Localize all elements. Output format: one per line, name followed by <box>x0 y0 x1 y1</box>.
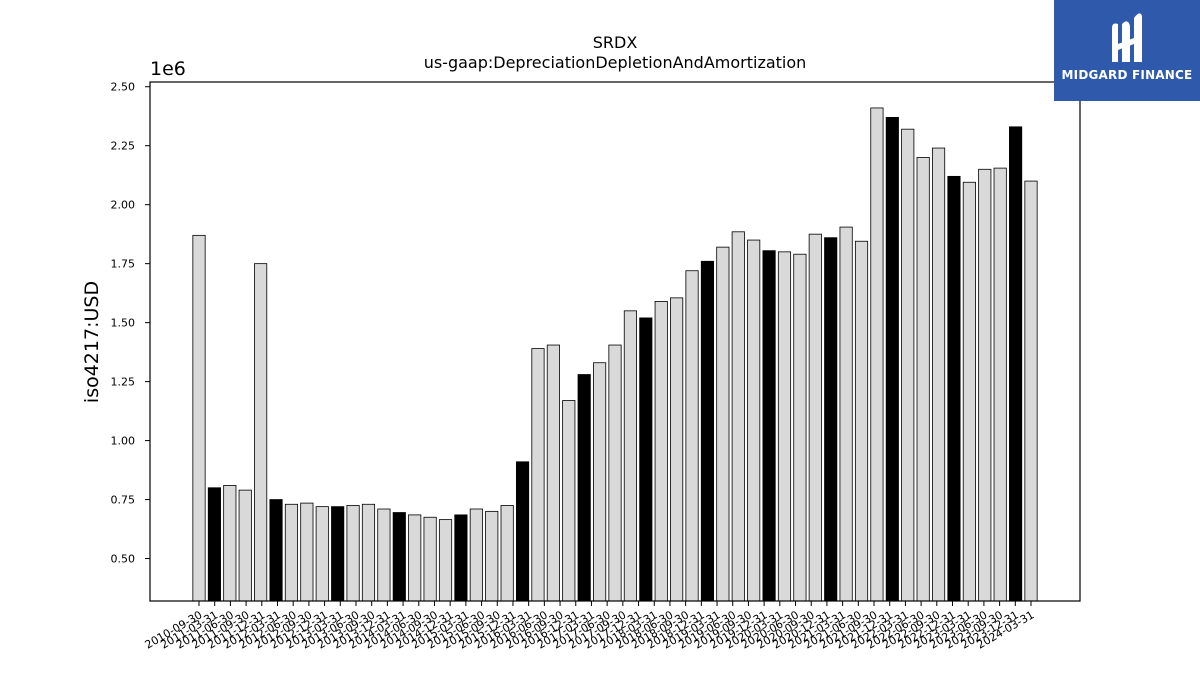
bar <box>515 461 530 602</box>
y-tick-label: 1.25 <box>111 376 136 389</box>
bar <box>824 237 838 602</box>
bar <box>346 505 360 602</box>
bar <box>700 260 715 602</box>
bar <box>901 128 915 602</box>
y-tick-label: 1.50 <box>111 317 136 330</box>
bar <box>793 253 807 602</box>
y-tick-label: 0.50 <box>111 553 136 566</box>
bar <box>392 512 406 602</box>
bar <box>331 506 345 602</box>
bar-series <box>192 107 1038 602</box>
chart-subtitle: us-gaap:DepreciationDepletionAndAmortiza… <box>424 53 807 72</box>
bar <box>485 510 499 602</box>
bar <box>670 297 684 602</box>
x-axis-ticks: 2010-09-302011-03-312011-06-302011-09-30… <box>143 601 1037 652</box>
bar <box>639 317 653 602</box>
bar <box>854 240 869 602</box>
bar <box>361 503 376 602</box>
bar <box>1009 126 1023 602</box>
midgard-finance-logo: MIDGARD FINANCE <box>1054 0 1200 101</box>
y-tick-label: 1.75 <box>111 258 136 271</box>
bar <box>238 489 252 602</box>
bar <box>777 251 792 602</box>
y-tick-label: 2.50 <box>111 81 136 94</box>
bar <box>300 502 314 602</box>
y-axis-offset-label: 1e6 <box>150 58 186 80</box>
bar <box>207 487 221 602</box>
bar <box>654 300 668 602</box>
bar <box>993 167 1007 602</box>
bar <box>546 344 560 602</box>
bar <box>192 234 206 602</box>
bar <box>531 348 545 602</box>
bar <box>315 506 329 602</box>
bar <box>623 310 637 602</box>
bar <box>223 484 237 602</box>
bar <box>284 503 299 602</box>
y-axis-ticks: 0.50 0.75 1.00 1.25 1.50 1.75 2.00 2.25 2.50 <box>111 81 150 566</box>
bar <box>947 175 961 602</box>
bar <box>454 514 468 602</box>
bar <box>716 246 730 602</box>
bar <box>762 250 776 602</box>
bar <box>254 263 268 602</box>
bar <box>562 400 576 602</box>
midgard-logo-mark-icon <box>1112 13 1142 62</box>
bar <box>962 181 976 602</box>
bar <box>593 362 607 602</box>
bar <box>577 374 591 602</box>
bar <box>885 116 899 602</box>
bar <box>931 147 946 602</box>
bar <box>685 270 699 602</box>
plot-frame <box>149 81 1081 602</box>
bar <box>1024 180 1038 602</box>
bar <box>438 519 453 602</box>
chart-title: SRDX <box>593 33 638 52</box>
bar <box>377 508 391 602</box>
bar <box>839 226 853 602</box>
y-axis-title: iso4217:USD <box>81 281 103 403</box>
y-tick-label: 2.25 <box>111 140 136 153</box>
bar <box>423 516 437 602</box>
bar <box>408 514 422 602</box>
bar <box>747 239 761 602</box>
logo-text: MIDGARD FINANCE <box>1061 68 1193 82</box>
bar <box>500 505 514 602</box>
bar <box>608 344 622 602</box>
bar <box>978 168 992 602</box>
bar <box>269 499 283 602</box>
bar <box>469 508 483 602</box>
bar <box>916 157 930 602</box>
bar <box>731 231 745 602</box>
bar <box>870 107 884 602</box>
bar <box>808 233 822 602</box>
y-tick-label: 2.00 <box>111 199 136 212</box>
y-tick-label: 1.00 <box>111 435 136 448</box>
y-tick-label: 0.75 <box>111 494 136 507</box>
